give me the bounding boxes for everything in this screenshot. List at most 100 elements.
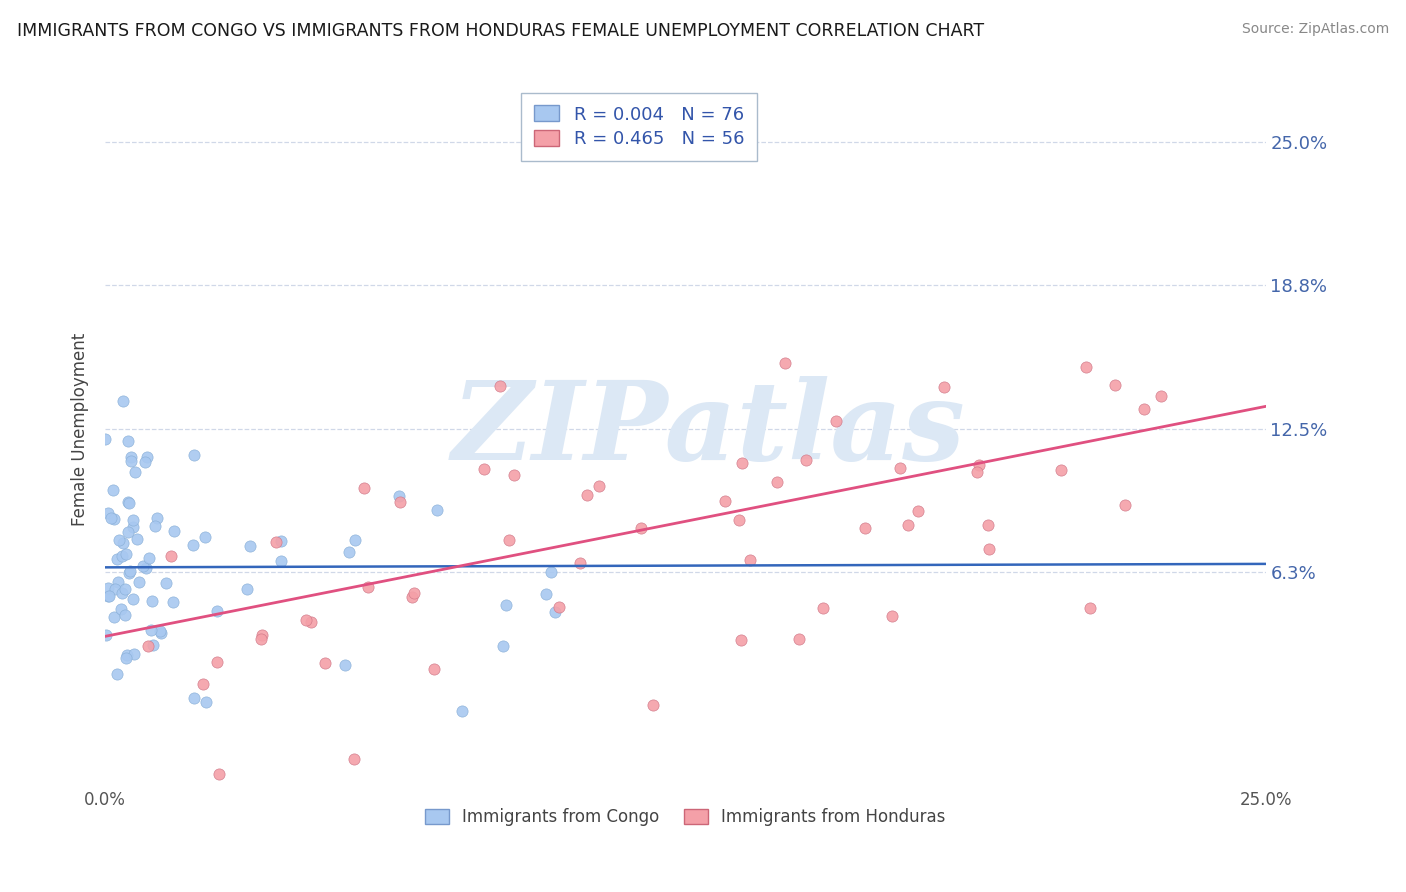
Point — [540, 566, 562, 580]
Point — [495, 599, 517, 613]
Point — [426, 502, 449, 516]
Y-axis label: Female Unemployment: Female Unemployment — [72, 333, 89, 526]
Point — [117, 566, 139, 580]
Point — [121, 513, 143, 527]
Point — [136, 639, 159, 653]
Point — [148, 624, 170, 638]
Point — [343, 533, 366, 547]
Point — [977, 517, 1000, 532]
Point — [882, 608, 904, 623]
Point — [193, 676, 215, 690]
Point — [794, 452, 817, 467]
Point — [134, 455, 156, 469]
Point — [979, 542, 1001, 557]
Point — [730, 633, 752, 648]
Point — [111, 536, 134, 550]
Point — [389, 494, 412, 508]
Point — [104, 582, 127, 597]
Point — [388, 489, 411, 503]
Point — [114, 651, 136, 665]
Point — [205, 604, 228, 618]
Point — [588, 478, 610, 492]
Point — [270, 533, 292, 548]
Point — [249, 632, 271, 646]
Point — [1133, 402, 1156, 417]
Point — [569, 556, 592, 570]
Point — [155, 576, 177, 591]
Point — [208, 767, 231, 781]
Point — [150, 625, 173, 640]
Point — [124, 465, 146, 479]
Text: IMMIGRANTS FROM CONGO VS IMMIGRANTS FROM HONDURAS FEMALE UNEMPLOYMENT CORRELATIO: IMMIGRANTS FROM CONGO VS IMMIGRANTS FROM… — [17, 22, 984, 40]
Point — [121, 520, 143, 534]
Point — [575, 488, 598, 502]
Point — [472, 462, 495, 476]
Point — [630, 521, 652, 535]
Point — [730, 456, 752, 470]
Point — [1078, 600, 1101, 615]
Point — [105, 552, 128, 566]
Point — [314, 656, 336, 670]
Point — [97, 589, 120, 603]
Point — [264, 535, 287, 549]
Point — [502, 467, 524, 482]
Point — [498, 533, 520, 548]
Point — [337, 544, 360, 558]
Point — [811, 600, 834, 615]
Point — [139, 623, 162, 637]
Point — [101, 483, 124, 497]
Point — [194, 530, 217, 544]
Point — [114, 582, 136, 596]
Point — [1149, 389, 1171, 403]
Point — [141, 594, 163, 608]
Point — [544, 605, 567, 619]
Point — [108, 533, 131, 547]
Point — [738, 553, 761, 567]
Point — [787, 632, 810, 646]
Point — [357, 581, 380, 595]
Point — [97, 581, 120, 595]
Point — [94, 432, 117, 446]
Point — [115, 648, 138, 662]
Point — [932, 380, 955, 394]
Point — [103, 512, 125, 526]
Point — [333, 658, 356, 673]
Point — [128, 574, 150, 589]
Point — [825, 414, 848, 428]
Point — [183, 448, 205, 462]
Point — [450, 704, 472, 718]
Text: Source: ZipAtlas.com: Source: ZipAtlas.com — [1241, 22, 1389, 37]
Point — [110, 602, 132, 616]
Point — [401, 590, 423, 604]
Point — [766, 475, 789, 489]
Text: ZIPatlas: ZIPatlas — [451, 376, 966, 483]
Point — [236, 582, 259, 597]
Point — [100, 511, 122, 525]
Point — [118, 496, 141, 510]
Point — [121, 591, 143, 606]
Point — [488, 378, 510, 392]
Point — [889, 461, 911, 475]
Point — [773, 356, 796, 370]
Point — [728, 513, 751, 527]
Point — [122, 647, 145, 661]
Point — [97, 506, 120, 520]
Point — [136, 450, 159, 464]
Point — [714, 494, 737, 508]
Point — [536, 586, 558, 600]
Point — [111, 585, 134, 599]
Point — [1050, 463, 1073, 477]
Point — [897, 517, 920, 532]
Point — [1114, 498, 1136, 512]
Point — [404, 586, 426, 600]
Point — [342, 752, 364, 766]
Point — [145, 510, 167, 524]
Point — [1104, 378, 1126, 392]
Point — [907, 503, 929, 517]
Point — [181, 538, 204, 552]
Point — [239, 539, 262, 553]
Point — [94, 628, 117, 642]
Point — [120, 454, 142, 468]
Point — [1074, 359, 1097, 374]
Point — [853, 521, 876, 535]
